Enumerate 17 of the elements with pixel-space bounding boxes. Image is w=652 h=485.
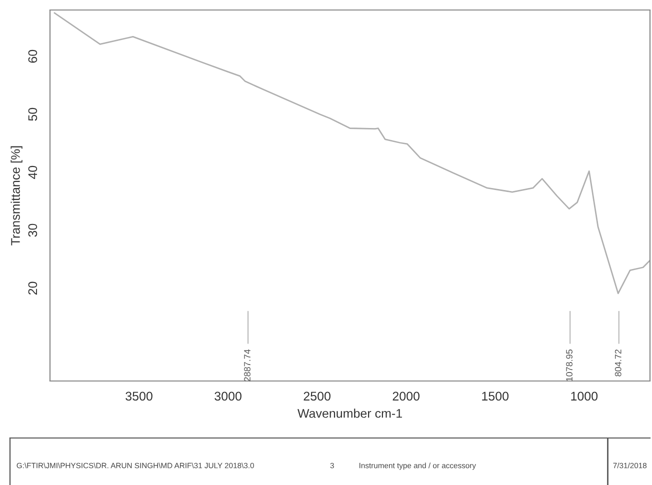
x-tick-label: 3000	[214, 392, 242, 401]
ref-line-label: 804.72	[614, 350, 622, 376]
y-tick-label: 40	[28, 166, 38, 179]
x-tick-label: 1500	[482, 392, 509, 401]
x-tick-label: 1000	[571, 392, 598, 401]
ref-line-label: 1078.95	[566, 349, 572, 382]
y-tick-label: 20	[28, 282, 38, 295]
x-tick-label: 3500	[126, 392, 152, 401]
y-tick-label: 30	[28, 224, 38, 237]
x-tick-label: 2000	[392, 392, 420, 401]
x-tick-label: 2500	[304, 392, 330, 401]
x-axis-title: Wavenumber cm-1	[298, 408, 402, 418]
y-tick-label: 50	[28, 108, 38, 121]
y-axis-title: Transmittance [%]	[10, 146, 22, 246]
ref-line-label: 2887.74	[244, 349, 250, 382]
line-series	[54, 12, 650, 294]
y-tick-label: 60	[28, 50, 38, 63]
